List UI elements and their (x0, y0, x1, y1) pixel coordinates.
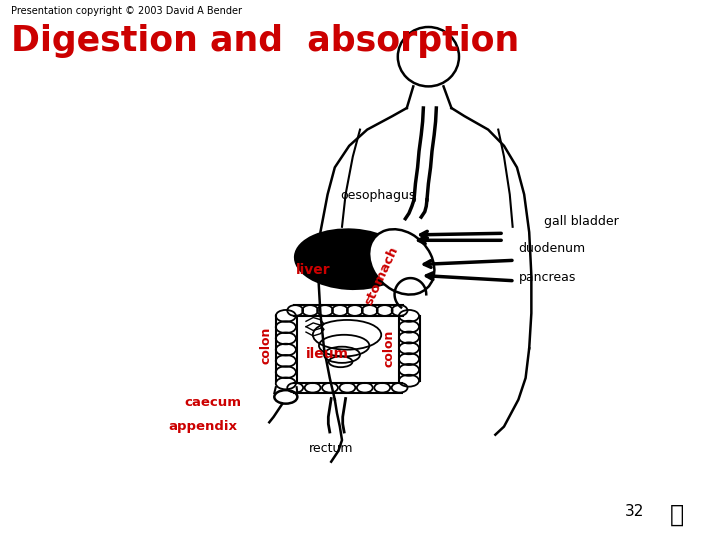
Text: colon: colon (382, 329, 395, 367)
Text: appendix: appendix (168, 420, 238, 433)
Text: colon: colon (260, 327, 273, 364)
Text: caecum: caecum (184, 396, 241, 409)
Text: gall bladder: gall bladder (544, 215, 618, 228)
Text: oesophagus: oesophagus (341, 190, 415, 202)
Text: rectum: rectum (309, 442, 354, 455)
Text: 32: 32 (625, 504, 644, 519)
Text: liver: liver (296, 263, 330, 277)
Ellipse shape (295, 230, 406, 289)
Ellipse shape (369, 229, 434, 295)
Text: ileum: ileum (306, 347, 349, 361)
Text: duodenum: duodenum (518, 242, 585, 255)
Text: Digestion and  absorption: Digestion and absorption (11, 24, 519, 58)
Text: Presentation copyright © 2003 David A Bender: Presentation copyright © 2003 David A Be… (11, 6, 242, 17)
Text: 🐦: 🐦 (670, 503, 684, 526)
Text: pancreas: pancreas (518, 271, 576, 284)
Text: stomach: stomach (362, 244, 401, 307)
